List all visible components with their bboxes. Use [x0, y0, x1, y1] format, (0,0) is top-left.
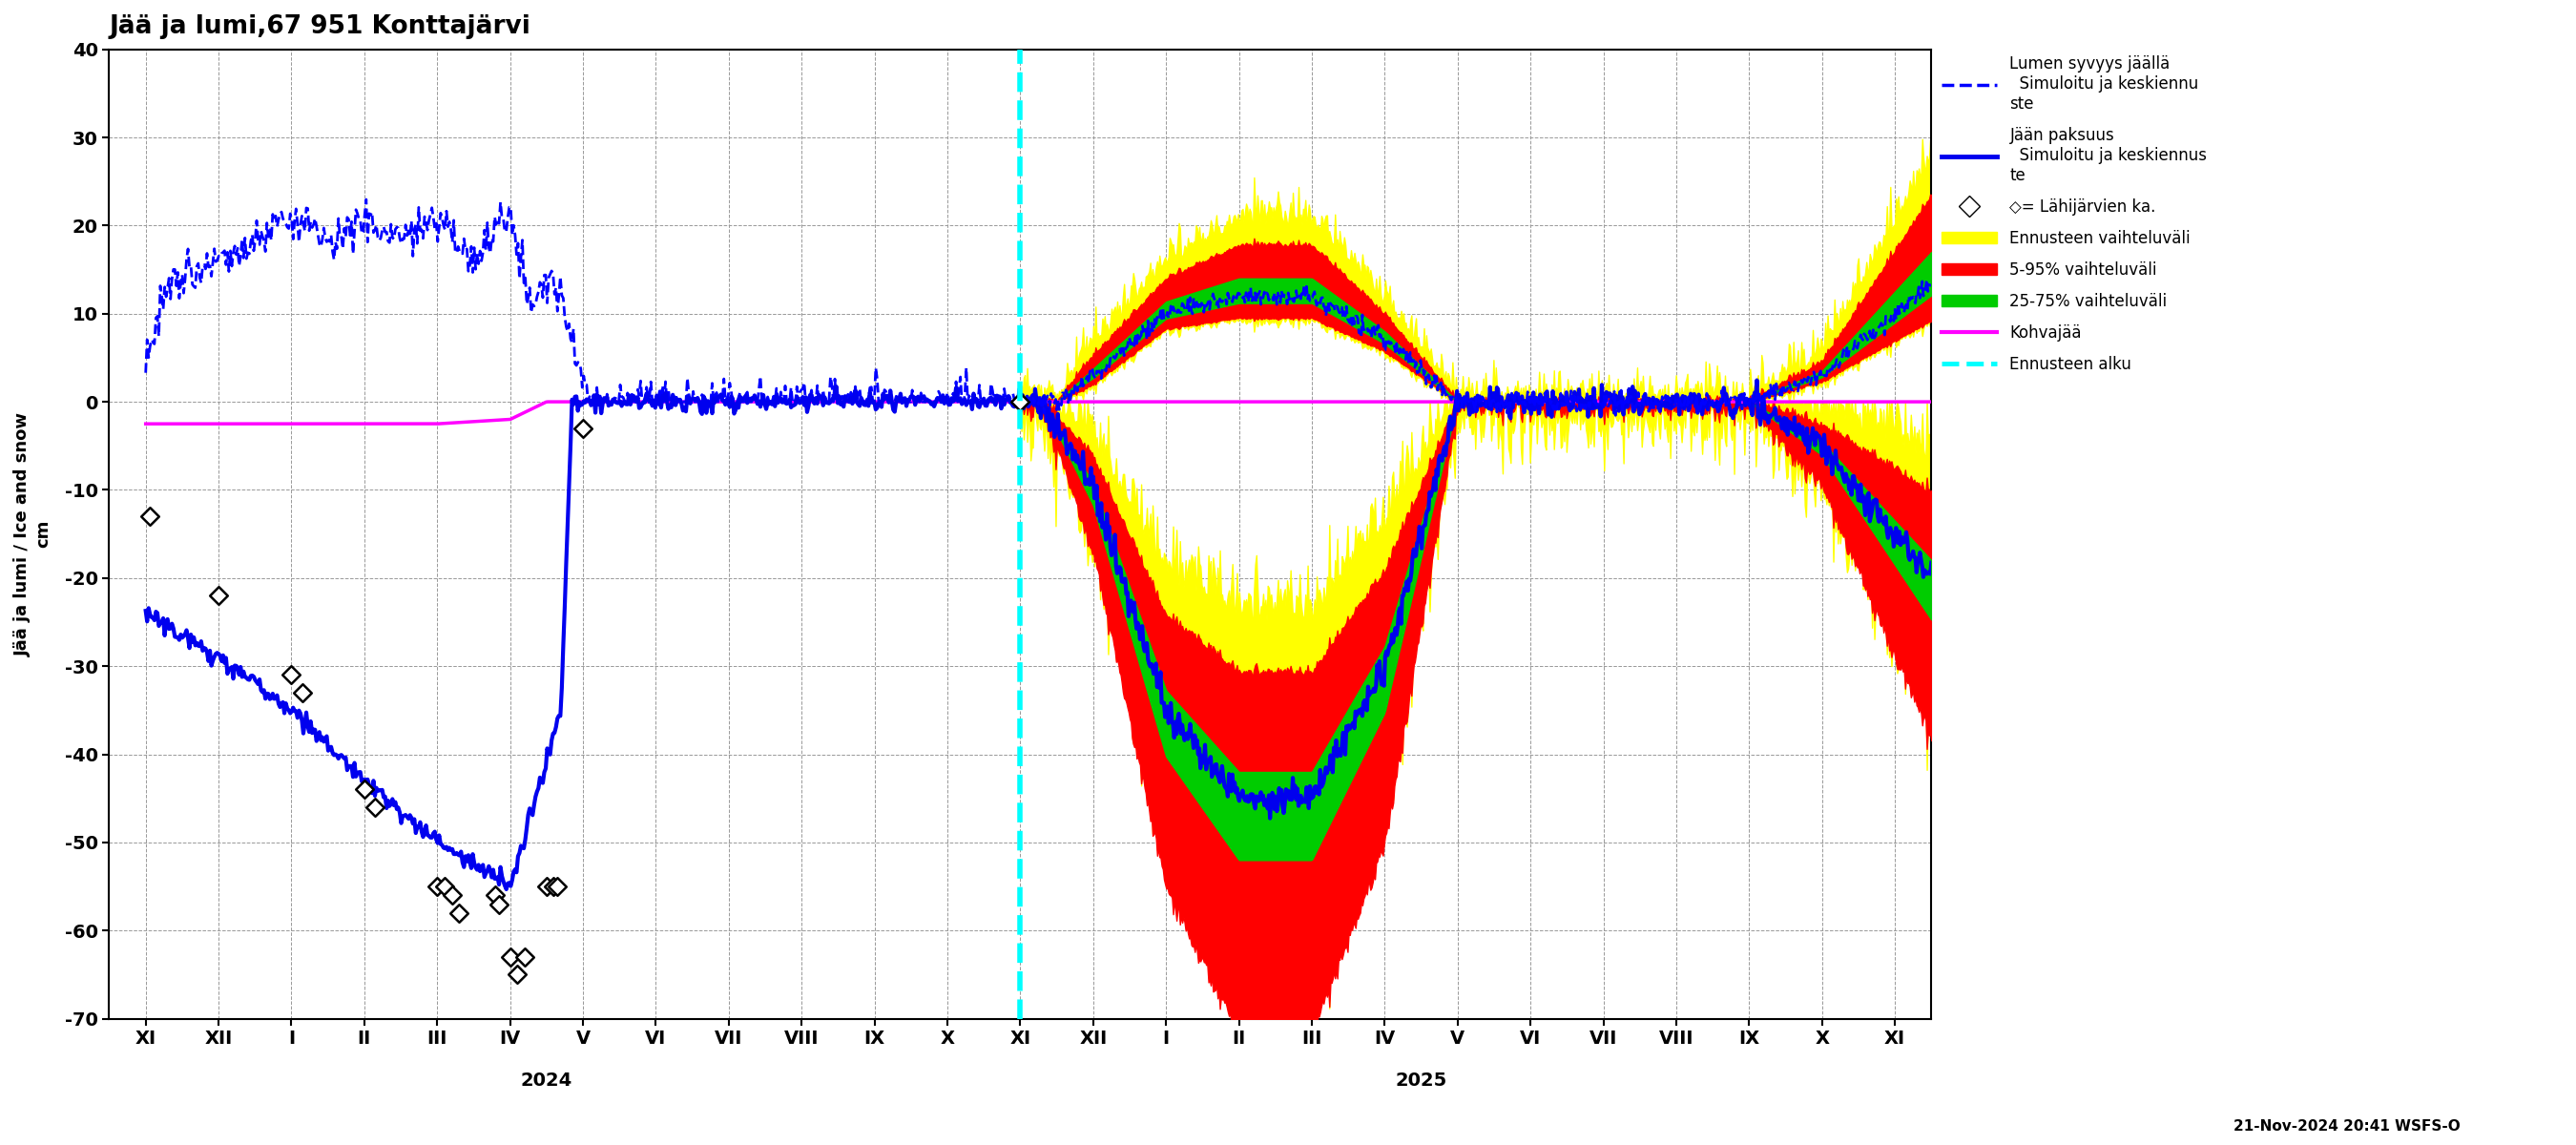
Text: 2025: 2025	[1396, 1072, 1448, 1090]
Point	[198, 586, 240, 605]
Point	[533, 877, 574, 895]
Point	[562, 419, 603, 437]
Point	[425, 877, 466, 895]
Point	[505, 948, 546, 966]
Point	[430, 886, 471, 905]
Point	[417, 877, 459, 895]
Point	[129, 507, 170, 526]
Legend: Lumen syvyys jäällä
  Simuloitu ja keskiennu
ste, Jään paksuus
  Simuloitu ja ke: Lumen syvyys jäällä Simuloitu ja keskien…	[1935, 49, 2213, 379]
Point	[355, 798, 397, 816]
Point	[343, 781, 384, 799]
Point	[281, 684, 322, 702]
Point	[270, 666, 312, 685]
Point	[536, 877, 577, 895]
Text: Jää ja lumi,67 951 Konttajärvi: Jää ja lumi,67 951 Konttajärvi	[108, 14, 531, 39]
Text: 2024: 2024	[520, 1072, 572, 1090]
Y-axis label: Jää ja lumi / Ice and snow
cm: Jää ja lumi / Ice and snow cm	[15, 412, 52, 656]
Point	[497, 965, 538, 984]
Point	[438, 903, 479, 922]
Point	[474, 886, 515, 905]
Text: 21-Nov-2024 20:41 WSFS-O: 21-Nov-2024 20:41 WSFS-O	[2233, 1120, 2460, 1134]
Point	[489, 948, 531, 966]
Point	[526, 877, 567, 895]
Point	[999, 393, 1041, 411]
Point	[479, 895, 520, 914]
